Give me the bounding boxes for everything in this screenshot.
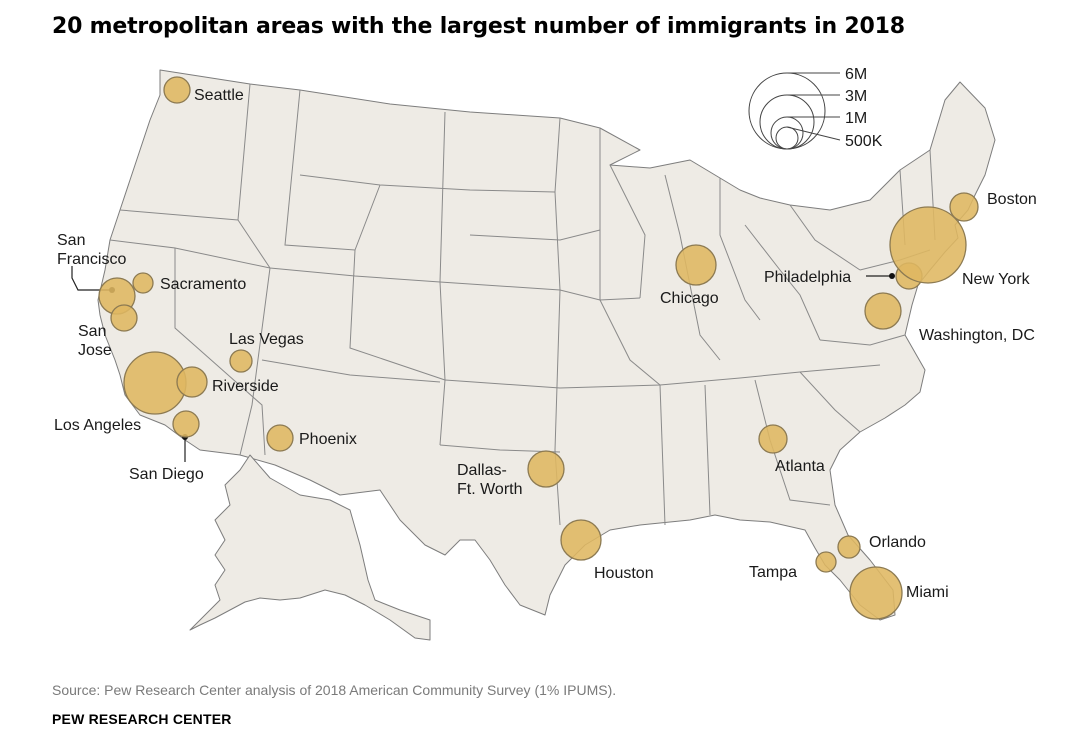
- label-las-vegas: Las Vegas: [229, 331, 304, 348]
- bubble-las-vegas: [229, 349, 253, 373]
- legend-label-6m: 6M: [845, 66, 867, 83]
- label-san-francisco-2: Francisco: [57, 251, 126, 268]
- label-philadelphia: Philadelphia: [764, 269, 851, 286]
- city-bubbles: [98, 76, 979, 620]
- bubble-dallas: [527, 450, 565, 488]
- source-note: Source: Pew Research Center analysis of …: [52, 682, 617, 698]
- label-san-francisco-1: San: [57, 232, 85, 249]
- legend-label-500k: 500K: [845, 133, 883, 150]
- bubble-sacramento: [132, 272, 154, 294]
- bubble-seattle: [163, 76, 191, 104]
- legend-circle-500k: [775, 126, 799, 150]
- label-san-jose-1: San: [78, 323, 106, 340]
- label-san-jose-2: Jose: [78, 342, 112, 359]
- bubble-miami: [849, 566, 903, 620]
- alaska: [189, 454, 431, 641]
- label-los-angeles: Los Angeles: [54, 417, 141, 434]
- label-dallas-2: Ft. Worth: [457, 481, 523, 498]
- bubble-orlando: [837, 535, 861, 559]
- legend-circle-1m: [770, 116, 804, 150]
- bubble-boston: [949, 192, 979, 222]
- size-legend: 6M 3M 1M 500K: [748, 66, 883, 150]
- label-miami: Miami: [906, 584, 949, 601]
- chart-title: 20 metropolitan areas with the largest n…: [52, 14, 905, 39]
- label-new-york: New York: [962, 271, 1031, 288]
- label-atlanta: Atlanta: [775, 458, 825, 475]
- label-seattle: Seattle: [194, 87, 244, 104]
- label-riverside: Riverside: [212, 378, 279, 395]
- legend-circle-6m: [748, 72, 826, 150]
- bubble-san-diego: [172, 410, 200, 438]
- bubble-new-york: [889, 206, 967, 284]
- bubble-houston: [560, 519, 602, 561]
- bubble-washington-dc: [864, 292, 902, 330]
- label-phoenix: Phoenix: [299, 431, 357, 448]
- label-boston: Boston: [987, 191, 1037, 208]
- label-sacramento: Sacramento: [160, 276, 246, 293]
- brand-logo-text: PEW RESEARCH CENTER: [52, 711, 232, 727]
- city-labels: Seattle San Francisco Sacramento San Jos…: [54, 87, 1037, 601]
- bubble-tampa: [815, 551, 837, 573]
- label-tampa: Tampa: [749, 564, 797, 581]
- legend-label-3m: 3M: [845, 88, 867, 105]
- label-san-diego: San Diego: [129, 466, 204, 483]
- bubble-phoenix: [266, 424, 294, 452]
- bubble-atlanta: [758, 424, 788, 454]
- legend-label-1m: 1M: [845, 110, 867, 127]
- label-washington-dc: Washington, DC: [919, 327, 1035, 344]
- bubble-chicago: [675, 244, 717, 286]
- label-chicago: Chicago: [660, 290, 719, 307]
- label-orlando: Orlando: [869, 534, 926, 551]
- label-houston: Houston: [594, 565, 654, 582]
- bubble-riverside: [176, 366, 208, 398]
- legend-circle-3m: [759, 94, 815, 150]
- label-dallas-1: Dallas-: [457, 462, 507, 479]
- bubble-san-jose: [110, 304, 138, 332]
